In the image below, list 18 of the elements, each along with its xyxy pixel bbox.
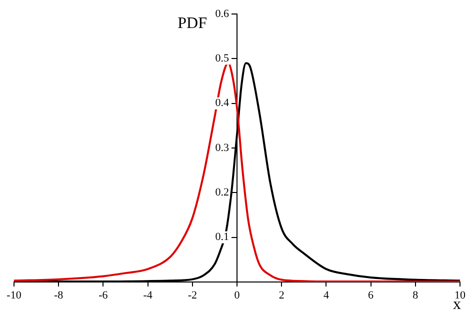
x-tick-label: -8	[54, 289, 64, 302]
x-tick-label: 6	[368, 289, 374, 302]
y-tick-label: 0.3	[215, 142, 230, 154]
x-tick-label: 10	[454, 289, 466, 302]
x-tick-label: -2	[188, 289, 197, 302]
x-tick-label: -6	[98, 289, 108, 302]
y-tick-label: 0.6	[215, 8, 230, 20]
x-tick-label: -10	[6, 289, 22, 302]
y-tick-label: 0.2	[215, 186, 229, 199]
x-tick-label: -4	[143, 289, 153, 302]
y-tick-label: 0.5	[215, 52, 230, 65]
x-tick-label: 0	[234, 289, 240, 302]
y-tick-label: 0.1	[215, 231, 229, 244]
y-tick-label: 0.4	[215, 97, 230, 110]
x-tick-label: 4	[323, 289, 330, 302]
x-tick-label: 2	[278, 289, 284, 302]
x-tick-label: 8	[412, 289, 419, 302]
y-axis-title: PDF	[178, 15, 208, 32]
